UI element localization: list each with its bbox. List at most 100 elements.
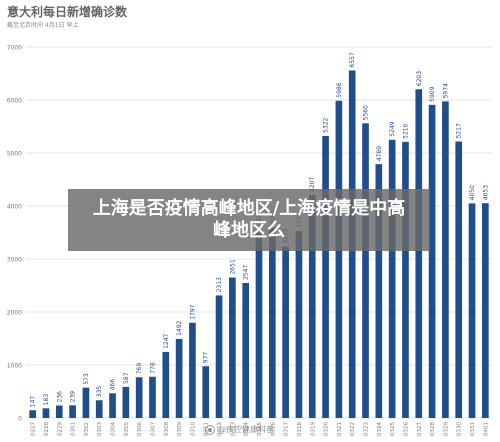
bar-value-label: 183	[43, 394, 50, 406]
x-tick-label: 0316	[270, 422, 276, 436]
bar	[388, 139, 396, 419]
bar-value-label: 6557	[349, 52, 356, 67]
bar-value-label: 466	[110, 379, 117, 391]
bar-value-label: 147	[30, 396, 37, 408]
bar-value-label: 4053	[482, 185, 489, 200]
y-tick-label: 5000	[7, 151, 22, 158]
bar-value-label: 573	[83, 373, 90, 385]
bar-value-label: 977	[203, 352, 210, 364]
bar	[135, 377, 143, 418]
x-tick-label: 0322	[350, 422, 356, 436]
x-tick-label: 0227	[31, 422, 37, 436]
bar	[468, 203, 476, 418]
watermark-text: @疾控健康科普	[218, 425, 274, 434]
bar	[95, 400, 103, 418]
x-tick-label: 0312	[217, 422, 223, 436]
bar-value-label: 5322	[323, 117, 330, 132]
x-tick-label: 0401	[483, 422, 489, 436]
x-tick-label: 0326	[403, 422, 409, 436]
bar	[69, 405, 76, 418]
bar	[202, 366, 210, 418]
bar-value-label: 587	[123, 372, 130, 384]
y-tick-label: 0	[18, 416, 22, 423]
bar-value-label: 236	[56, 391, 63, 403]
bar	[229, 277, 236, 418]
x-tick-label: 0306	[137, 422, 143, 436]
x-tick-label: 0309	[177, 422, 183, 436]
bar	[335, 100, 343, 418]
bar	[255, 232, 263, 418]
bar-value-label: 5560	[363, 105, 370, 120]
bar-value-label: 5249	[389, 121, 396, 136]
y-tick-label: 3000	[7, 257, 22, 264]
bar	[322, 135, 329, 418]
watermark: @疾控健康科普	[205, 424, 274, 435]
bar	[375, 164, 383, 418]
bar-value-label: 5210	[402, 123, 409, 138]
x-tick-label: 0229	[57, 422, 63, 436]
bar	[42, 408, 50, 418]
bar-value-label: 5909	[429, 86, 436, 101]
headline-overlay: 上海是否疫情高峰地区/上海疫情是中高峰地区么	[68, 189, 430, 251]
x-tick-label: 0319	[310, 422, 316, 436]
bar	[482, 203, 489, 418]
x-tick-label: 0304	[111, 422, 117, 436]
x-tick-label: 0313	[230, 422, 236, 436]
x-tick-label: 0329	[443, 422, 449, 436]
x-tick-label: 0327	[417, 422, 423, 436]
bar	[282, 246, 289, 418]
x-tick-label: 0302	[84, 422, 90, 436]
bar-value-label: 5986	[336, 82, 343, 97]
bar-value-label: 2651	[229, 259, 236, 274]
x-tick-label: 0325	[390, 422, 396, 436]
chart-subtitle: 截至北京时间 4月1日 早上	[7, 22, 79, 29]
bar	[109, 393, 116, 418]
bar-value-label: 1247	[163, 333, 170, 348]
bar-value-label: 4789	[376, 146, 383, 161]
bar-value-label: 6203	[416, 71, 423, 86]
x-tick-label: 0321	[337, 422, 343, 436]
bar-value-label: 239	[70, 391, 77, 403]
y-tick-label: 1000	[7, 363, 22, 370]
bar	[162, 351, 170, 418]
x-tick-label: 0314	[244, 422, 250, 436]
weibo-logo-icon	[205, 424, 215, 435]
y-tick-label: 2000	[7, 310, 22, 317]
x-tick-label: 0310	[190, 422, 196, 436]
y-tick-label: 6000	[7, 98, 22, 105]
bar	[308, 195, 316, 418]
x-tick-label: 0330	[457, 422, 463, 436]
bar	[455, 141, 463, 418]
x-tick-label: 0305	[124, 422, 130, 436]
bar-value-label: 778	[149, 362, 156, 374]
bar	[415, 89, 423, 418]
x-tick-label: 0328	[430, 422, 436, 436]
bar	[189, 322, 196, 418]
bar-value-label: 1492	[176, 320, 183, 335]
bar	[242, 283, 250, 418]
bar	[29, 410, 36, 418]
bar	[55, 405, 63, 418]
x-tick-label: 0308	[164, 422, 170, 436]
bar	[295, 231, 303, 418]
x-tick-label: 0317	[284, 422, 290, 436]
bar	[428, 104, 436, 418]
chart-title: 意大利每日新增确诊数	[7, 5, 128, 19]
bar-value-label: 4207	[309, 177, 316, 192]
bar	[215, 295, 223, 418]
x-tick-label: 0318	[297, 422, 303, 436]
bar-value-label: 4050	[469, 185, 476, 200]
x-tick-label: 0324	[377, 422, 383, 436]
bar	[268, 227, 276, 418]
bar	[362, 123, 369, 418]
bar-value-label: 5217	[456, 123, 463, 138]
bar-value-label: 5974	[442, 83, 449, 98]
bar-value-label: 2547	[243, 265, 250, 280]
bar-value-label: 1797	[189, 304, 196, 319]
x-tick-label: 0307	[150, 422, 156, 436]
y-tick-label: 4000	[7, 204, 22, 211]
bar-value-label: 769	[136, 363, 143, 375]
headline-text: 上海是否疫情高峰地区/上海疫情是中高峰地区么	[92, 198, 406, 241]
